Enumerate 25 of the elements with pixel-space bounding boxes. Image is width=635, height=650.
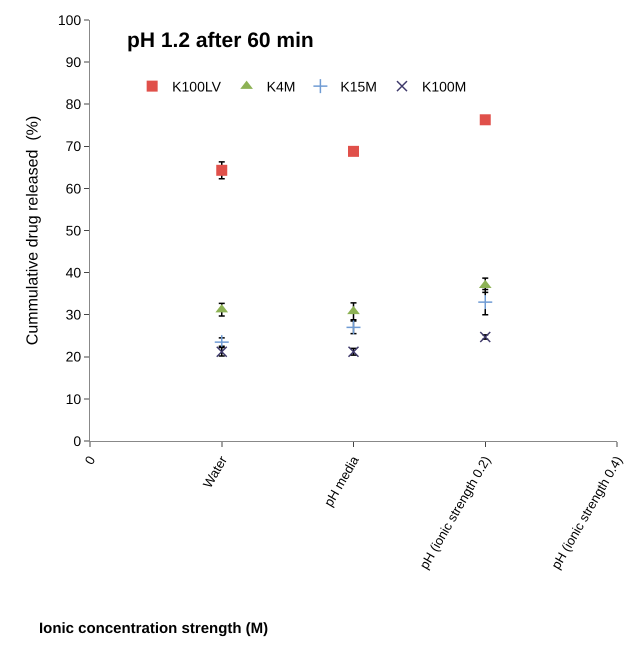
y-tick-label: 90: [66, 54, 82, 70]
point: [478, 294, 493, 310]
y-tick-label: 10: [66, 390, 82, 407]
y-tick-label: 30: [66, 306, 82, 323]
point: [480, 114, 491, 126]
y-tick-label: 80: [66, 96, 82, 112]
y-tick-label: 50: [66, 222, 82, 238]
x-tick-label: 0: [82, 453, 98, 468]
y-tick-label: 40: [66, 264, 82, 280]
y-tick-label: 100: [58, 12, 82, 28]
point: [216, 164, 228, 176]
legend-label: K100LV: [172, 78, 222, 95]
legend-label: K100M: [422, 78, 466, 95]
chart-title: pH 1.2 after 60 min: [127, 29, 314, 52]
point: [348, 146, 359, 157]
y-tick-label: 20: [66, 348, 82, 365]
point: [480, 331, 491, 343]
x-axis-title: Ionic concentration strength (M): [39, 620, 268, 637]
y-tick-label: 0: [73, 432, 82, 449]
legend-label: K15M: [340, 78, 377, 95]
y-axis-title: Cummulative drug released (%): [24, 116, 42, 346]
point: [346, 320, 362, 336]
y-tick-label: 70: [66, 138, 82, 154]
legend-label: K4M: [266, 78, 296, 95]
y-tick-label: 60: [66, 180, 82, 196]
